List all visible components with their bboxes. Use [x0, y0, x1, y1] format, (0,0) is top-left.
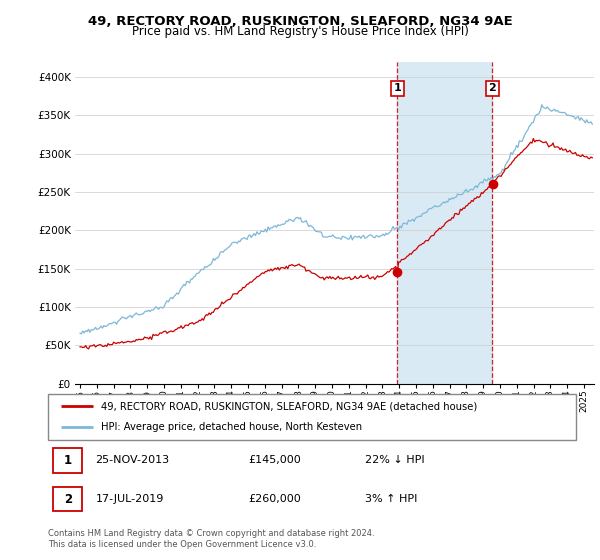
Text: £260,000: £260,000: [248, 494, 301, 505]
Text: HPI: Average price, detached house, North Kesteven: HPI: Average price, detached house, Nort…: [101, 422, 362, 432]
Bar: [397, 62, 492, 384]
Text: 2: 2: [488, 83, 496, 94]
Text: Price paid vs. HM Land Registry's House Price Index (HPI): Price paid vs. HM Land Registry's House …: [131, 25, 469, 38]
Text: Contains HM Land Registry data © Crown copyright and database right 2024.
This d: Contains HM Land Registry data © Crown c…: [48, 529, 374, 549]
Text: 1: 1: [64, 454, 72, 467]
Bar: [53, 487, 82, 511]
Text: 2: 2: [64, 493, 72, 506]
Text: 49, RECTORY ROAD, RUSKINGTON, SLEAFORD, NG34 9AE: 49, RECTORY ROAD, RUSKINGTON, SLEAFORD, …: [88, 15, 512, 27]
Text: 3% ↑ HPI: 3% ↑ HPI: [365, 494, 417, 505]
Text: 49, RECTORY ROAD, RUSKINGTON, SLEAFORD, NG34 9AE (detached house): 49, RECTORY ROAD, RUSKINGTON, SLEAFORD, …: [101, 401, 477, 411]
Text: 17-JUL-2019: 17-JUL-2019: [95, 494, 164, 505]
Bar: [53, 448, 82, 473]
Text: 1: 1: [394, 83, 401, 94]
Text: 25-NOV-2013: 25-NOV-2013: [95, 455, 170, 465]
Text: 22% ↓ HPI: 22% ↓ HPI: [365, 455, 424, 465]
Text: £145,000: £145,000: [248, 455, 301, 465]
